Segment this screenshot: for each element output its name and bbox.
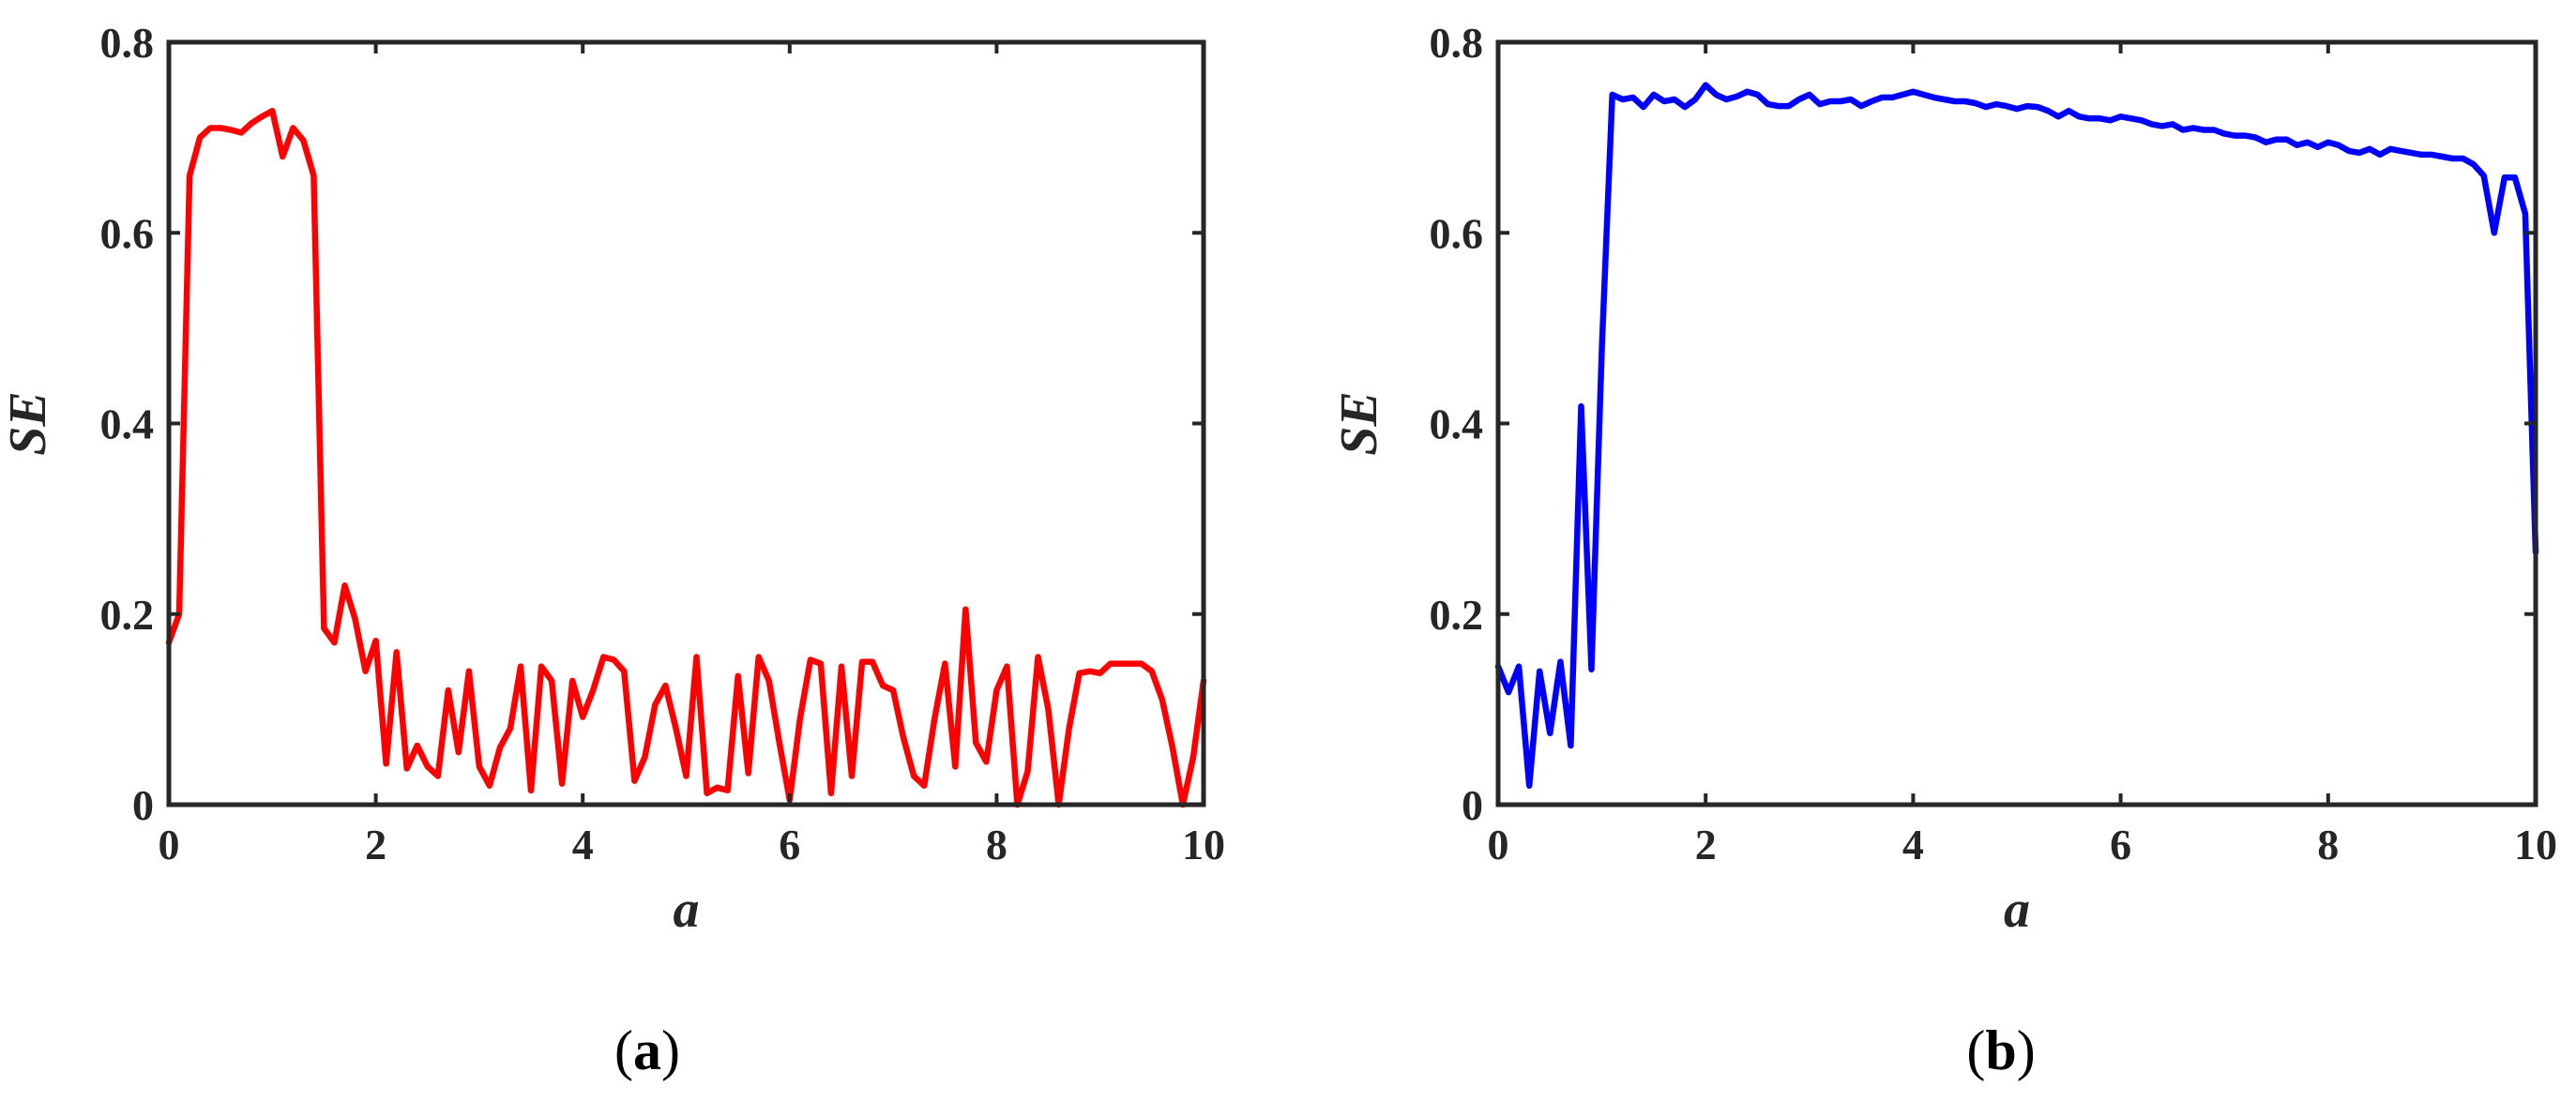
caption-paren: ( xyxy=(1966,1019,1985,1081)
x-tick-label: 8 xyxy=(2317,821,2339,868)
x-tick-label: 8 xyxy=(986,821,1008,868)
x-tick-label: 0 xyxy=(1488,821,1509,868)
x-tick-label: 4 xyxy=(1902,821,1924,868)
panel-caption: (b) xyxy=(1966,1019,2035,1081)
y-axis-label: SE xyxy=(0,391,57,456)
x-axis-label: a xyxy=(674,881,700,939)
y-tick-label: 0 xyxy=(132,781,154,829)
x-axis-label: a xyxy=(2004,881,2030,939)
x-tick-label: 4 xyxy=(572,821,594,868)
x-tick-label: 6 xyxy=(2110,821,2131,868)
y-tick-label: 0.6 xyxy=(1430,209,1484,257)
panel-b: 0 2 4 6 8 10 0 0.2 0.4 0.6 0.8 a SE (b) xyxy=(1330,19,2557,1081)
data-line xyxy=(165,107,1207,808)
y-tick-label: 0.2 xyxy=(1430,591,1484,639)
y-tick-label: 0.6 xyxy=(100,209,155,257)
plot-frame xyxy=(166,39,1206,808)
y-axis-label: SE xyxy=(1330,391,1388,456)
x-tick-label: 10 xyxy=(2514,821,2557,868)
x-tick-label: 0 xyxy=(159,821,180,868)
panel-caption: (a) xyxy=(614,1019,680,1081)
y-tick-label: 0.4 xyxy=(100,400,155,448)
x-tick-label: 10 xyxy=(1182,821,1225,868)
y-tick-label: 0.8 xyxy=(100,19,155,67)
caption-paren: ) xyxy=(661,1019,680,1081)
y-tick-label: 0.8 xyxy=(1430,19,1484,67)
caption-paren: ) xyxy=(2017,1019,2036,1081)
data-line xyxy=(1494,82,2539,789)
x-tick-label: 6 xyxy=(779,821,800,868)
x-tick-label: 2 xyxy=(365,821,386,868)
y-tick-label: 0 xyxy=(1462,781,1483,829)
caption-letter: b xyxy=(1985,1019,2016,1081)
caption-paren: ( xyxy=(614,1019,633,1081)
y-tick-label: 0.2 xyxy=(100,591,155,639)
x-tick-label: 2 xyxy=(1695,821,1717,868)
caption-letter: a xyxy=(633,1019,661,1081)
y-tick-label: 0.4 xyxy=(1430,400,1484,448)
